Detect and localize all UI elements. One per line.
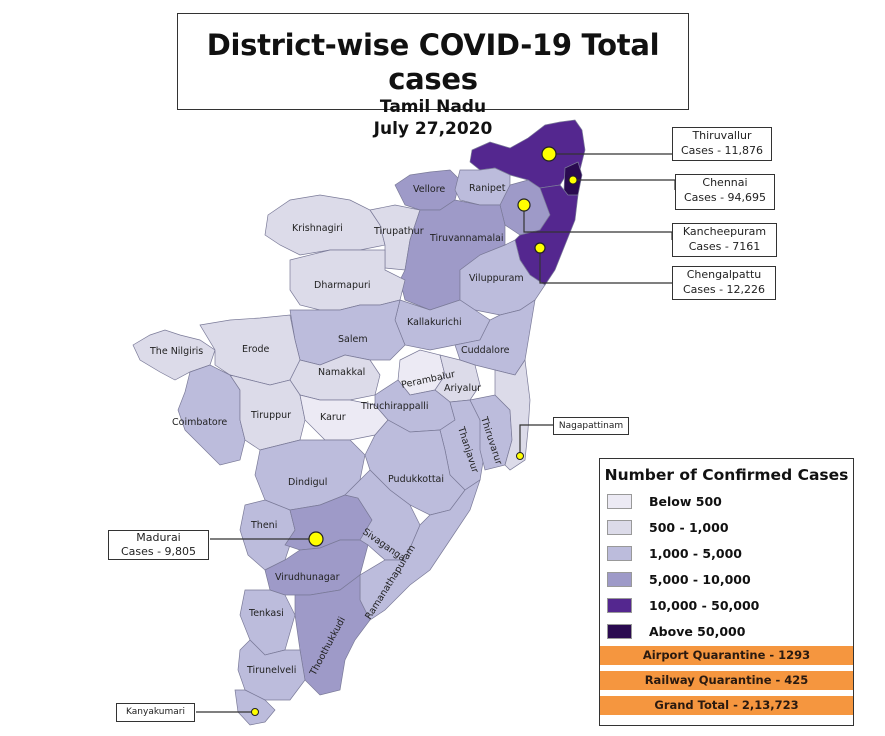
legend-item-1000-5000: 1,000 - 5,000 <box>600 540 853 566</box>
legend-label: 5,000 - 10,000 <box>649 571 751 587</box>
callout-chengalpattu: Chengalpattu Cases - 12,226 <box>672 266 776 300</box>
callout-name: Thiruvallur <box>692 129 752 142</box>
label-ariyalur: Ariyalur <box>444 383 481 394</box>
legend-item-10000-50000: 10,000 - 50,000 <box>600 592 853 618</box>
airport-quarantine-bar: Airport Quarantine - 1293 <box>600 646 853 665</box>
callout-name: Chennai <box>702 176 748 189</box>
district-ranipet[interactable] <box>454 167 511 206</box>
label-tiruppur: Tiruppur <box>250 410 291 421</box>
legend-label: 500 - 1,000 <box>649 519 729 535</box>
label-coimbatore: Coimbatore <box>172 417 227 428</box>
label-virudhunagar: Virudhunagar <box>275 572 340 583</box>
label-the-nilgiris: The Nilgiris <box>149 346 203 357</box>
callout-kanyakumari: Kanyakumari <box>116 703 195 722</box>
callout-kancheepuram: Kancheepuram Cases - 7161 <box>672 223 777 257</box>
label-erode: Erode <box>242 344 270 355</box>
legend-swatch <box>607 519 632 535</box>
callout-name: Kancheepuram <box>682 225 767 238</box>
title-box: District-wise COVID-19 Total cases Tamil… <box>177 13 689 139</box>
label-kallakurichi: Kallakurichi <box>407 317 462 328</box>
district-the-nilgiris[interactable] <box>132 329 216 381</box>
railway-quarantine-bar: Railway Quarantine - 425 <box>600 671 853 690</box>
label-salem: Salem <box>338 334 368 345</box>
marker-chennai[interactable] <box>568 175 578 185</box>
callout-thiruvallur: Thiruvallur Cases - 11,876 <box>672 127 772 161</box>
label-karur: Karur <box>320 412 346 423</box>
callout-cases: Cases - 12,226 <box>682 283 766 296</box>
district-tirunelveli[interactable] <box>237 639 306 701</box>
callout-cases: Cases - 11,876 <box>680 144 764 157</box>
legend-title: Number of Confirmed Cases <box>604 466 849 484</box>
marker-nagapattinam[interactable] <box>516 452 524 460</box>
legend: Number of Confirmed Cases Below 500 500 … <box>599 458 854 726</box>
district-nagapattinam[interactable] <box>494 359 531 471</box>
callout-chennai: Chennai Cases - 94,695 <box>675 174 775 210</box>
legend-label: 1,000 - 5,000 <box>649 545 742 561</box>
label-tenkasi: Tenkasi <box>248 608 284 619</box>
label-namakkal: Namakkal <box>318 367 365 378</box>
legend-item-5000-10000: 5,000 - 10,000 <box>600 566 853 592</box>
marker-chengalpattu[interactable] <box>534 242 546 254</box>
legend-swatch <box>607 571 632 587</box>
callout-cases: Cases - 7161 <box>688 240 761 253</box>
label-theni: Theni <box>250 520 277 531</box>
label-dindigul: Dindigul <box>288 477 327 488</box>
legend-swatch <box>607 545 632 561</box>
label-vellore: Vellore <box>413 184 445 195</box>
label-tiruchirappalli: Tiruchirappalli <box>360 401 429 412</box>
label-pudukkottai: Pudukkottai <box>388 474 444 485</box>
label-tirupathur: Tirupathur <box>373 226 424 237</box>
legend-item-below-500: Below 500 <box>600 488 853 514</box>
callout-name: Kanyakumari <box>126 707 185 717</box>
report-date: July 27,2020 <box>373 119 493 139</box>
legend-item-above-50000: Above 50,000 <box>600 618 853 644</box>
callout-name: Nagapattinam <box>558 421 624 431</box>
callout-cases: Cases - 9,805 <box>120 545 197 558</box>
label-cuddalore: Cuddalore <box>461 345 510 356</box>
marker-thiruvallur[interactable] <box>541 146 557 162</box>
district-kanyakumari[interactable] <box>234 689 276 726</box>
label-tiruvannamalai: Tiruvannamalai <box>429 233 504 244</box>
legend-swatch <box>607 493 632 509</box>
callout-madurai: Madurai Cases - 9,805 <box>108 530 209 560</box>
state-name: Tamil Nadu <box>379 97 487 117</box>
legend-swatch <box>607 597 632 613</box>
callout-nagapattinam: Nagapattinam <box>553 417 629 435</box>
marker-kanyakumari[interactable] <box>251 708 259 716</box>
marker-kancheepuram[interactable] <box>517 198 531 212</box>
marker-madurai[interactable] <box>308 531 324 547</box>
label-dharmapuri: Dharmapuri <box>314 280 371 291</box>
legend-label: Above 50,000 <box>649 623 746 639</box>
map-title: District-wise COVID-19 Total cases <box>206 28 660 96</box>
label-krishnagiri: Krishnagiri <box>292 223 343 234</box>
grand-total-bar: Grand Total - 2,13,723 <box>600 696 853 715</box>
legend-item-500-1000: 500 - 1,000 <box>600 514 853 540</box>
label-viluppuram: Viluppuram <box>469 273 524 284</box>
legend-label: 10,000 - 50,000 <box>649 597 760 613</box>
legend-label: Below 500 <box>649 493 722 509</box>
callout-name: Chengalpattu <box>686 268 762 281</box>
label-ranipet: Ranipet <box>469 183 506 194</box>
legend-swatch <box>607 623 632 639</box>
callout-name: Madurai <box>136 531 181 544</box>
label-tirunelveli: Tirunelveli <box>246 665 296 676</box>
callout-cases: Cases - 94,695 <box>683 191 767 204</box>
